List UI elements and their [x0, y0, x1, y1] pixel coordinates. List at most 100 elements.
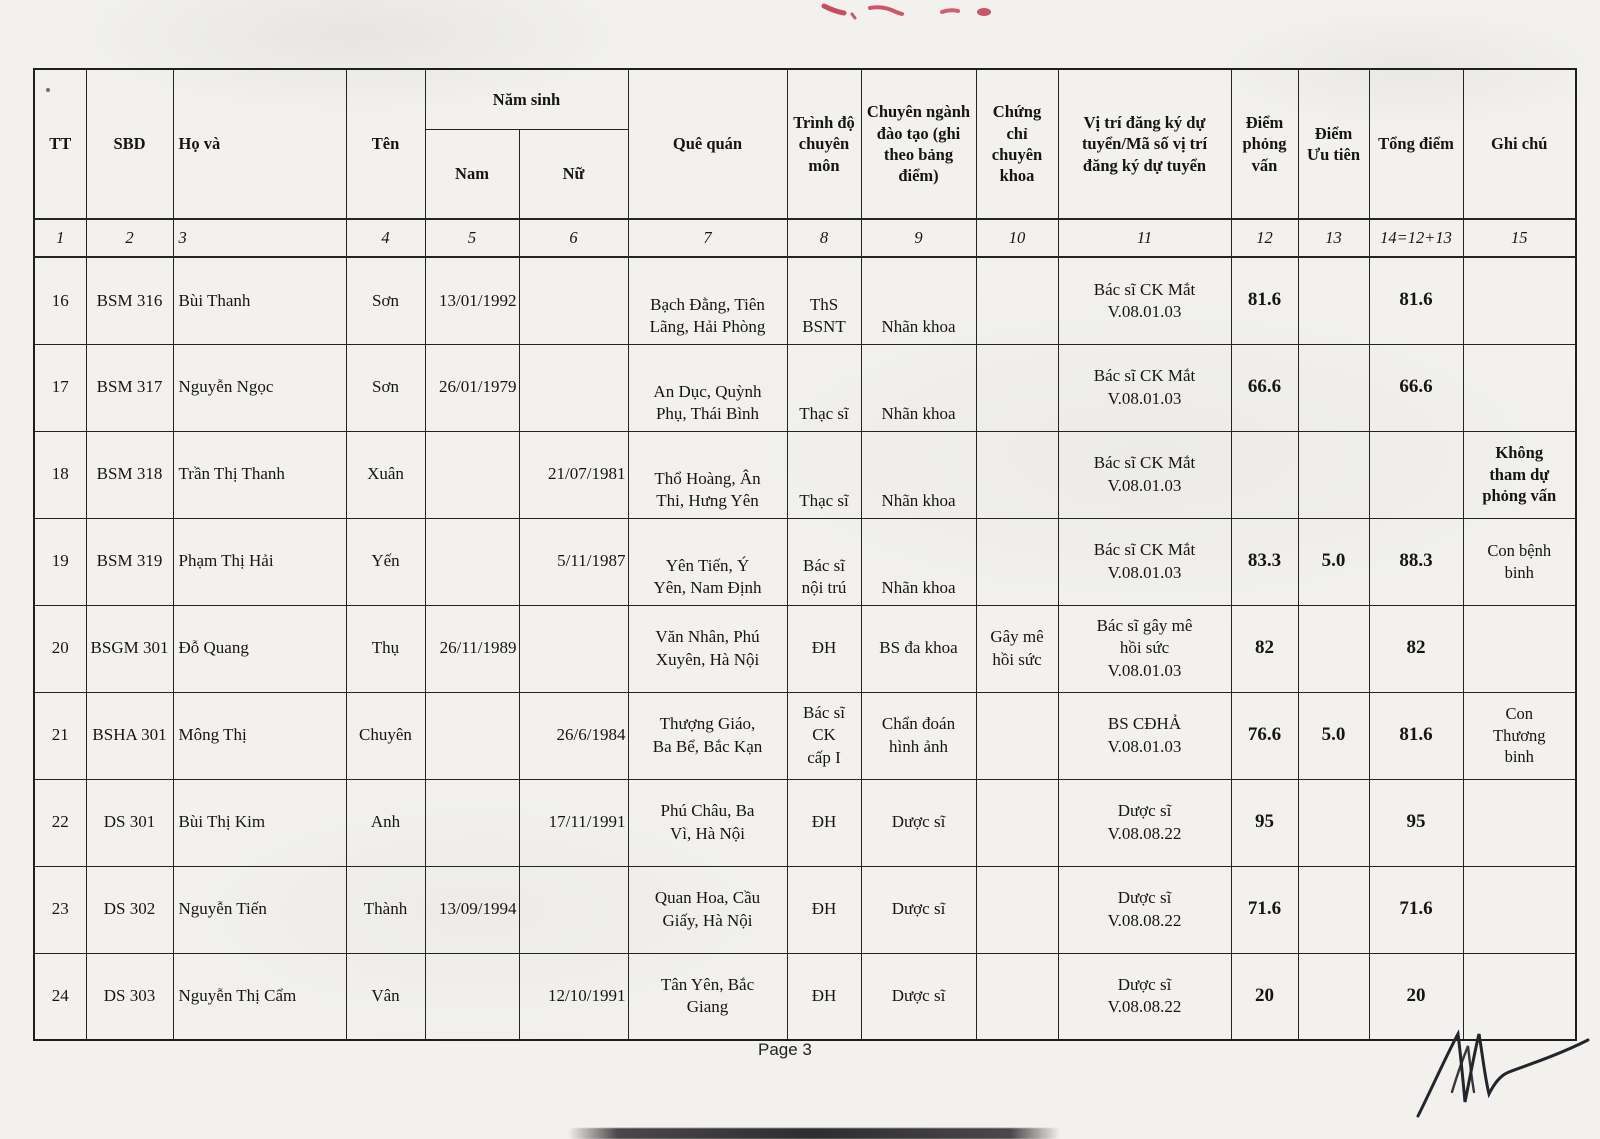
cell-diem-ut	[1297, 256, 1370, 345]
cell-trinh-do: Bác sĩ nội trú	[786, 517, 862, 606]
header-nu: Nữ	[518, 128, 629, 220]
cell-ho-va: Bùi Thị Kim	[172, 778, 347, 867]
colnum-4: 4	[345, 218, 426, 258]
cell-diem-pv: 66.6	[1230, 343, 1299, 432]
cell-nam	[424, 778, 520, 867]
header-vi-tri: Vị trí đăng ký dự tuyển/Mã số vị trí đăn…	[1057, 68, 1232, 220]
cell-sbd: DS 303	[85, 952, 174, 1041]
cell-ghi-chu	[1462, 778, 1577, 867]
table-row: 24 DS 303 Nguyễn Thị Cẩm Vân 12/10/1991 Tân Y…	[33, 952, 1577, 1041]
cell-chuyen-nganh: Dược sĩ	[860, 865, 977, 954]
cell-vi-tri: Bác sĩ CK Mắt V.08.01.03	[1057, 343, 1232, 432]
cell-nam	[424, 691, 520, 780]
cell-ten: Vân	[345, 952, 426, 1041]
cell-ten: Xuân	[345, 430, 426, 519]
cell-que-quan: Quan Hoa, Cầu Giấy, Hà Nội	[627, 865, 788, 954]
cell-sbd: BSM 316	[85, 256, 174, 345]
cell-tong-diem: 88.3	[1368, 517, 1464, 606]
cell-chuyen-nganh: Nhãn khoa	[860, 343, 977, 432]
cell-nu	[518, 604, 629, 693]
cell-nam	[424, 952, 520, 1041]
header-diem-uu-tien: Điểm Ưu tiên	[1297, 68, 1370, 220]
cell-ho-va: Phạm Thị Hải	[172, 517, 347, 606]
cell-sbd: BSM 318	[85, 430, 174, 519]
cell-que-quan: Văn Nhân, Phú Xuyên, Hà Nội	[627, 604, 788, 693]
cell-nu: 5/11/1987	[518, 517, 629, 606]
table-row: 21 BSHA 301 Mông Thị Chuyên 26/6/1984 Thượng …	[33, 691, 1577, 780]
cell-diem-ut: 5.0	[1297, 691, 1370, 780]
header-chung-chi: Chứng chỉ chuyên khoa	[975, 68, 1059, 220]
cell-tt: 21	[33, 691, 87, 780]
cell-diem-ut	[1297, 778, 1370, 867]
cell-tt: 22	[33, 778, 87, 867]
cell-tt: 23	[33, 865, 87, 954]
cell-trinh-do: ThS BSNT	[786, 256, 862, 345]
cell-diem-pv: 95	[1230, 778, 1299, 867]
cell-que-quan: Bạch Đằng, Tiên Lãng, Hải Phòng	[627, 256, 788, 345]
colnum-14: 14=12+13	[1368, 218, 1464, 258]
cell-que-quan: Thượng Giáo, Ba Bể, Bắc Kạn	[627, 691, 788, 780]
cell-tong-diem: 95	[1368, 778, 1464, 867]
colnum-15: 15	[1462, 218, 1577, 258]
cell-tt: 19	[33, 517, 87, 606]
cell-nam	[424, 430, 520, 519]
table-row: 23 DS 302 Nguyễn Tiến Thành 13/09/1994 Quan H…	[33, 865, 1577, 954]
cell-ghi-chu	[1462, 604, 1577, 693]
cell-chung-chi	[975, 778, 1059, 867]
cell-ten: Yến	[345, 517, 426, 606]
cell-vi-tri: Dược sĩ V.08.08.22	[1057, 865, 1232, 954]
cell-sbd: BSM 319	[85, 517, 174, 606]
cell-nu: 26/6/1984	[518, 691, 629, 780]
cell-ghi-chu	[1462, 256, 1577, 345]
header-tt: TT	[33, 68, 87, 220]
colnum-3: 3	[172, 218, 347, 258]
cell-trinh-do: Thạc sĩ	[786, 343, 862, 432]
cell-ten: Thụ	[345, 604, 426, 693]
cell-vi-tri: Bác sĩ CK Mắt V.08.01.03	[1057, 430, 1232, 519]
colnum-10: 10	[975, 218, 1059, 258]
cell-sbd: DS 301	[85, 778, 174, 867]
table-body: 16 BSM 316 Bùi Thanh Sơn 13/01/1992 Bạch Đằng…	[33, 256, 1577, 1041]
colnum-9: 9	[860, 218, 977, 258]
cell-trinh-do: Bác sĩ CK cấp I	[786, 691, 862, 780]
cell-vi-tri: Bác sĩ gây mê hồi sức V.08.01.03	[1057, 604, 1232, 693]
table-row: 18 BSM 318 Trần Thị Thanh Xuân 21/07/1981 Thổ…	[33, 430, 1577, 519]
cell-que-quan: Yên Tiến, Ý Yên, Nam Định	[627, 517, 788, 606]
cell-que-quan: Thổ Hoàng, Ân Thi, Hưng Yên	[627, 430, 788, 519]
cell-ho-va: Nguyễn Tiến	[172, 865, 347, 954]
cell-vi-tri: Dược sĩ V.08.08.22	[1057, 778, 1232, 867]
cell-chung-chi	[975, 691, 1059, 780]
cell-diem-ut	[1297, 865, 1370, 954]
cell-ten: Sơn	[345, 256, 426, 345]
colnum-8: 8	[786, 218, 862, 258]
cell-diem-pv	[1230, 430, 1299, 519]
cell-diem-pv: 81.6	[1230, 256, 1299, 345]
cell-ho-va: Mông Thị	[172, 691, 347, 780]
cell-nam: 13/09/1994	[424, 865, 520, 954]
cell-diem-pv: 82	[1230, 604, 1299, 693]
cell-tt: 18	[33, 430, 87, 519]
cell-trinh-do: ĐH	[786, 865, 862, 954]
cell-tong-diem: 81.6	[1368, 256, 1464, 345]
cell-chung-chi	[975, 865, 1059, 954]
cell-ghi-chu: Con bệnh binh	[1462, 517, 1577, 606]
cell-trinh-do: ĐH	[786, 778, 862, 867]
cell-ho-va: Đỗ Quang	[172, 604, 347, 693]
cell-ghi-chu	[1462, 865, 1577, 954]
cell-chuyen-nganh: Chẩn đoán hình ảnh	[860, 691, 977, 780]
cell-tt: 24	[33, 952, 87, 1041]
header-ten: Tên	[345, 68, 426, 220]
cell-ho-va: Nguyễn Ngọc	[172, 343, 347, 432]
cell-diem-pv: 76.6	[1230, 691, 1299, 780]
header-nam-sinh: Năm sinh	[424, 68, 629, 130]
cell-tong-diem: 20	[1368, 952, 1464, 1041]
colnum-1: 1	[33, 218, 87, 258]
header-que-quan: Quê quán	[627, 68, 788, 220]
header-ghi-chu: Ghi chú	[1462, 68, 1577, 220]
cell-chuyen-nganh: Nhãn khoa	[860, 430, 977, 519]
cell-nam	[424, 517, 520, 606]
cell-diem-ut	[1297, 604, 1370, 693]
cell-diem-ut	[1297, 952, 1370, 1041]
table-row: 16 BSM 316 Bùi Thanh Sơn 13/01/1992 Bạch Đằng…	[33, 256, 1577, 345]
